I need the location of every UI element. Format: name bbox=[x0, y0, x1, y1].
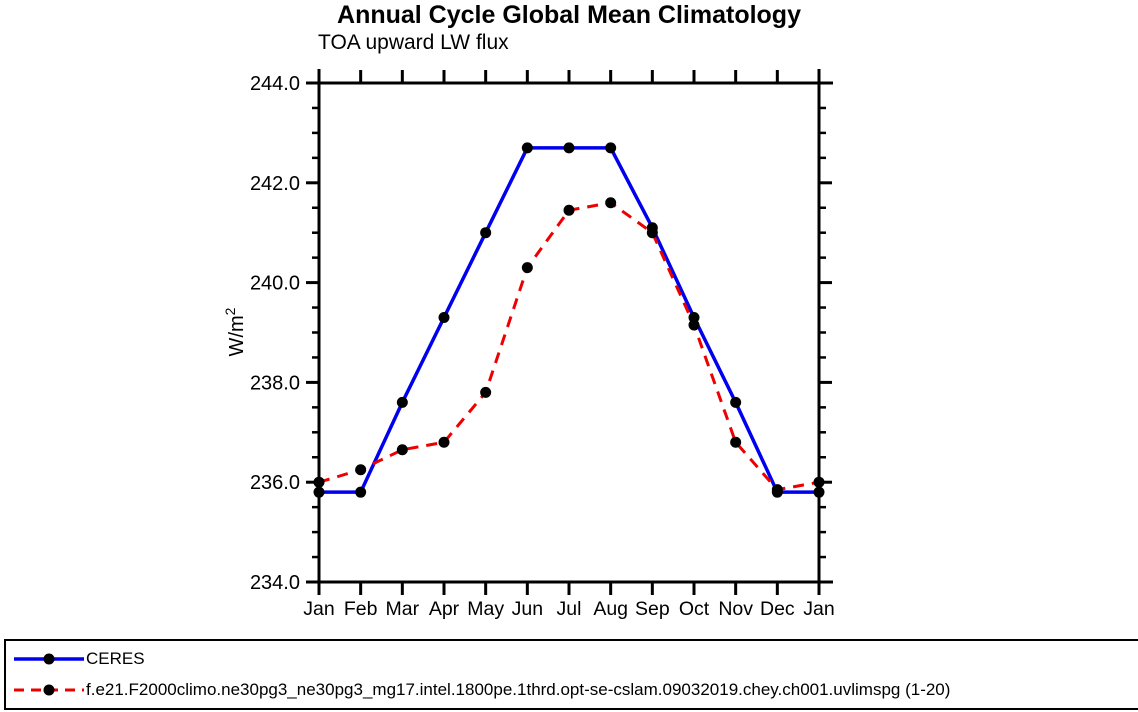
y-axis-label: W/m2 bbox=[222, 307, 248, 356]
data-point bbox=[438, 436, 450, 448]
y-tick-label: 244.0 bbox=[250, 73, 300, 95]
data-point bbox=[355, 464, 367, 476]
data-point bbox=[813, 476, 825, 488]
x-tick-label: Feb bbox=[344, 598, 378, 620]
data-point bbox=[396, 444, 408, 456]
chart-subtitle: TOA upward LW flux bbox=[318, 31, 509, 54]
x-tick-label: Aug bbox=[593, 598, 628, 620]
y-tick-label: 242.0 bbox=[250, 173, 300, 195]
data-point bbox=[521, 142, 533, 154]
data-point bbox=[605, 197, 617, 209]
x-tick-label: Jan bbox=[803, 598, 834, 620]
y-tick-label: 234.0 bbox=[250, 572, 300, 594]
data-point bbox=[438, 312, 450, 324]
data-point bbox=[605, 142, 617, 154]
x-tick-label: Jul bbox=[557, 598, 582, 620]
x-tick-label: Sep bbox=[635, 598, 670, 620]
plot-area: 234.0 236.0 238.0 240.0 242.0 244.0 Jan Feb Mar A… bbox=[222, 69, 835, 620]
legend-item-0: CERES bbox=[12, 646, 1138, 672]
data-point bbox=[688, 319, 700, 331]
chart-title: Annual Cycle Global Mean Climatology bbox=[337, 1, 801, 29]
x-tick-label: Jan bbox=[303, 598, 334, 620]
x-tick-label: Oct bbox=[679, 598, 710, 620]
data-point bbox=[730, 396, 742, 408]
y-tick-label: 240.0 bbox=[250, 273, 300, 295]
legend-box: CERES f.e21.F2000climo.ne30pg3_ne30pg3_mg… bbox=[4, 639, 1138, 710]
data-point bbox=[355, 486, 367, 498]
data-point bbox=[771, 484, 783, 496]
x-tick-label: Dec bbox=[760, 598, 795, 620]
data-point bbox=[396, 396, 408, 408]
data-point bbox=[313, 486, 325, 498]
y-tick-label: 236.0 bbox=[250, 472, 300, 494]
data-point bbox=[813, 486, 825, 498]
data-point bbox=[563, 204, 575, 216]
legend-label: CERES bbox=[86, 649, 145, 668]
data-point bbox=[521, 262, 533, 274]
legend-item-1: f.e21.F2000climo.ne30pg3_ne30pg3_mg17.in… bbox=[12, 677, 1138, 703]
legend-sample-dashed-line bbox=[14, 684, 84, 696]
x-tick-label: May bbox=[467, 598, 504, 620]
data-point bbox=[480, 386, 492, 398]
x-tick-label: Nov bbox=[718, 598, 753, 620]
data-point bbox=[730, 436, 742, 448]
data-point bbox=[480, 227, 492, 239]
legend-label: f.e21.F2000climo.ne30pg3_ne30pg3_mg17.in… bbox=[86, 680, 951, 699]
series-line-0 bbox=[319, 146, 819, 494]
series-line-1 bbox=[318, 201, 820, 492]
x-tick-label: Jun bbox=[512, 598, 543, 620]
data-point bbox=[563, 142, 575, 154]
y-tick-label: 238.0 bbox=[250, 372, 300, 394]
x-tick-label: Mar bbox=[386, 598, 420, 620]
data-point bbox=[313, 476, 325, 488]
x-tick-label: Apr bbox=[429, 598, 460, 620]
data-point bbox=[646, 227, 658, 239]
legend-sample-solid-line bbox=[14, 653, 84, 665]
